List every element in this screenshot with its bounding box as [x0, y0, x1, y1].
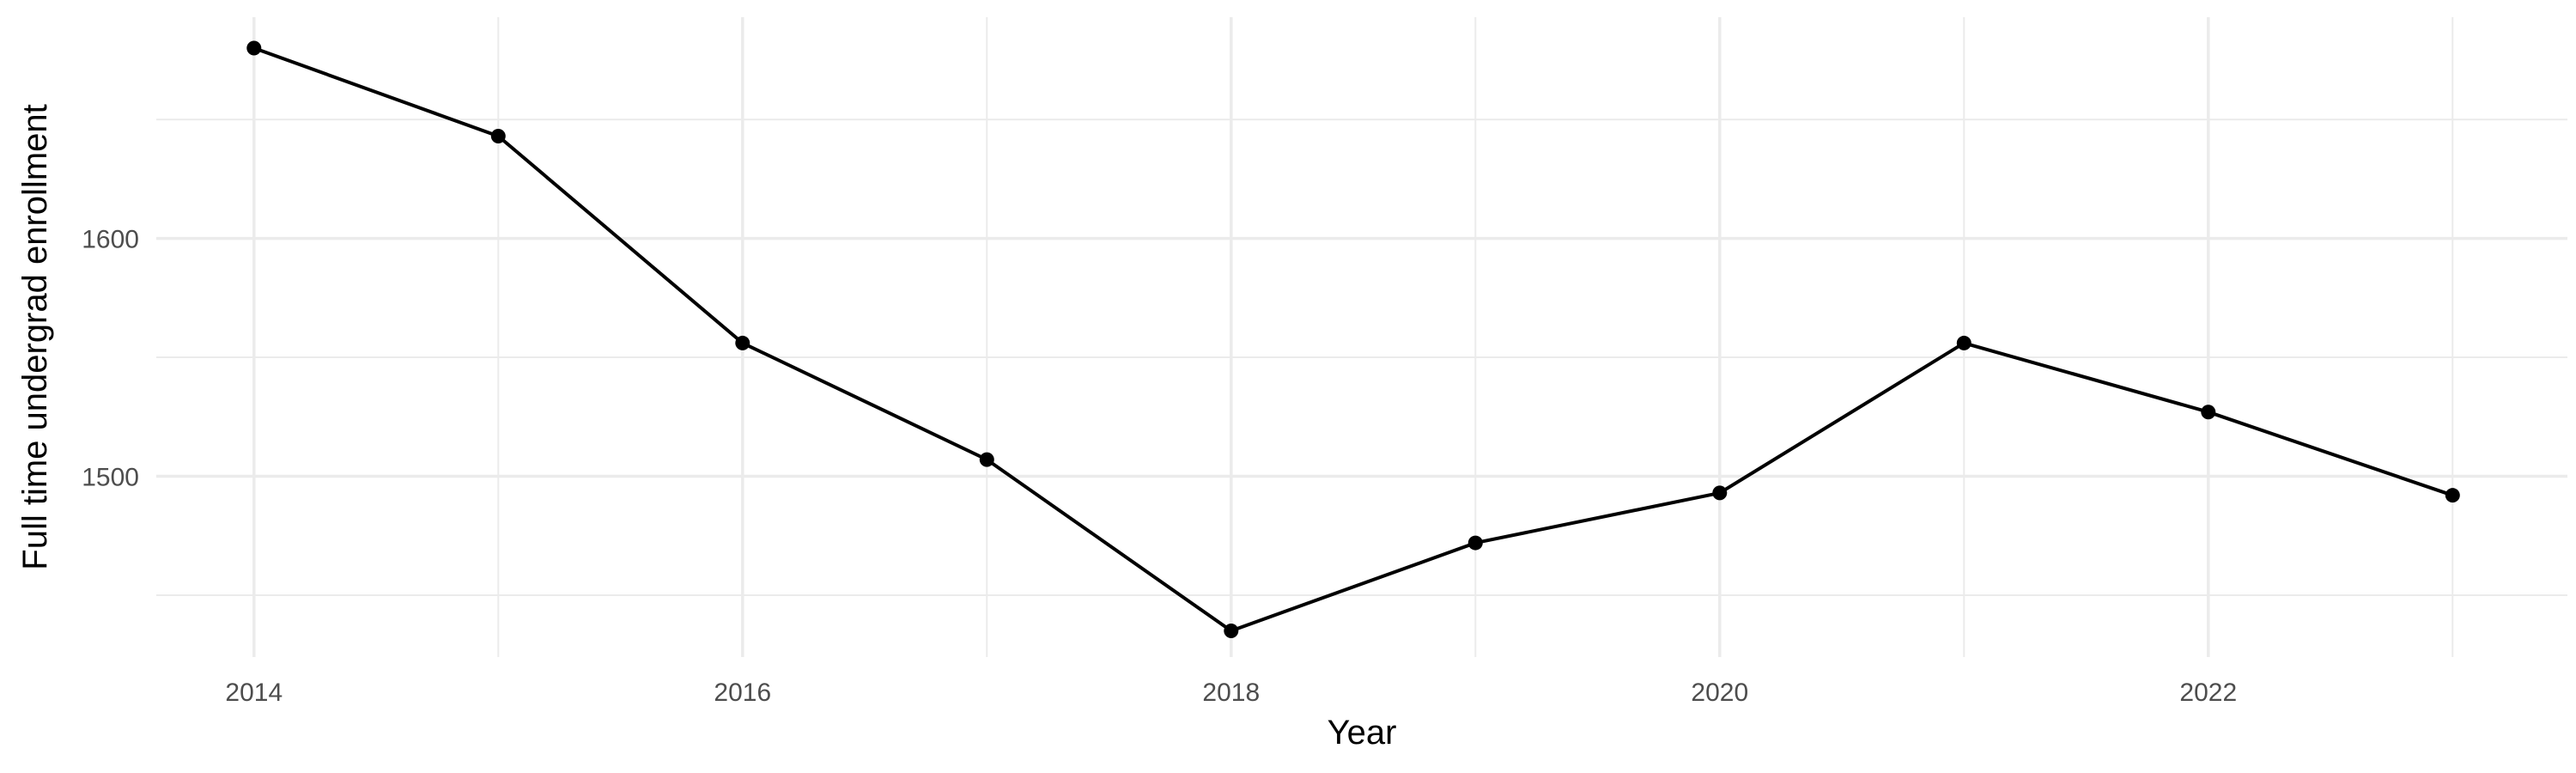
y-tick-labels: 1500 1600 [82, 226, 139, 492]
data-point [2445, 488, 2460, 503]
x-tick-label: 2014 [225, 679, 283, 707]
x-tick-label: 2020 [1691, 679, 1748, 707]
series-layer [253, 46, 2453, 633]
data-point [246, 40, 262, 56]
y-tick-label: 1500 [82, 464, 139, 492]
x-tick-label: 2018 [1202, 679, 1260, 707]
series-line [253, 46, 2453, 633]
data-point [979, 452, 994, 467]
data-point [490, 128, 506, 143]
data-point [1956, 335, 1971, 350]
data-point [735, 335, 750, 350]
x-tick-label: 2016 [714, 679, 771, 707]
points-layer [246, 40, 2460, 639]
x-tick-label: 2022 [2179, 679, 2237, 707]
grid-lines [156, 17, 2567, 657]
data-point [1224, 624, 1239, 639]
data-point [1467, 535, 1483, 551]
y-axis-title: Full time undergrad enrollment [16, 104, 54, 569]
data-point [2201, 405, 2216, 420]
x-tick-labels: 2014 2016 2018 2020 2022 [225, 679, 2237, 707]
data-point [1712, 485, 1728, 501]
x-axis-title: Year [1327, 714, 1397, 752]
y-tick-label: 1600 [82, 226, 139, 254]
